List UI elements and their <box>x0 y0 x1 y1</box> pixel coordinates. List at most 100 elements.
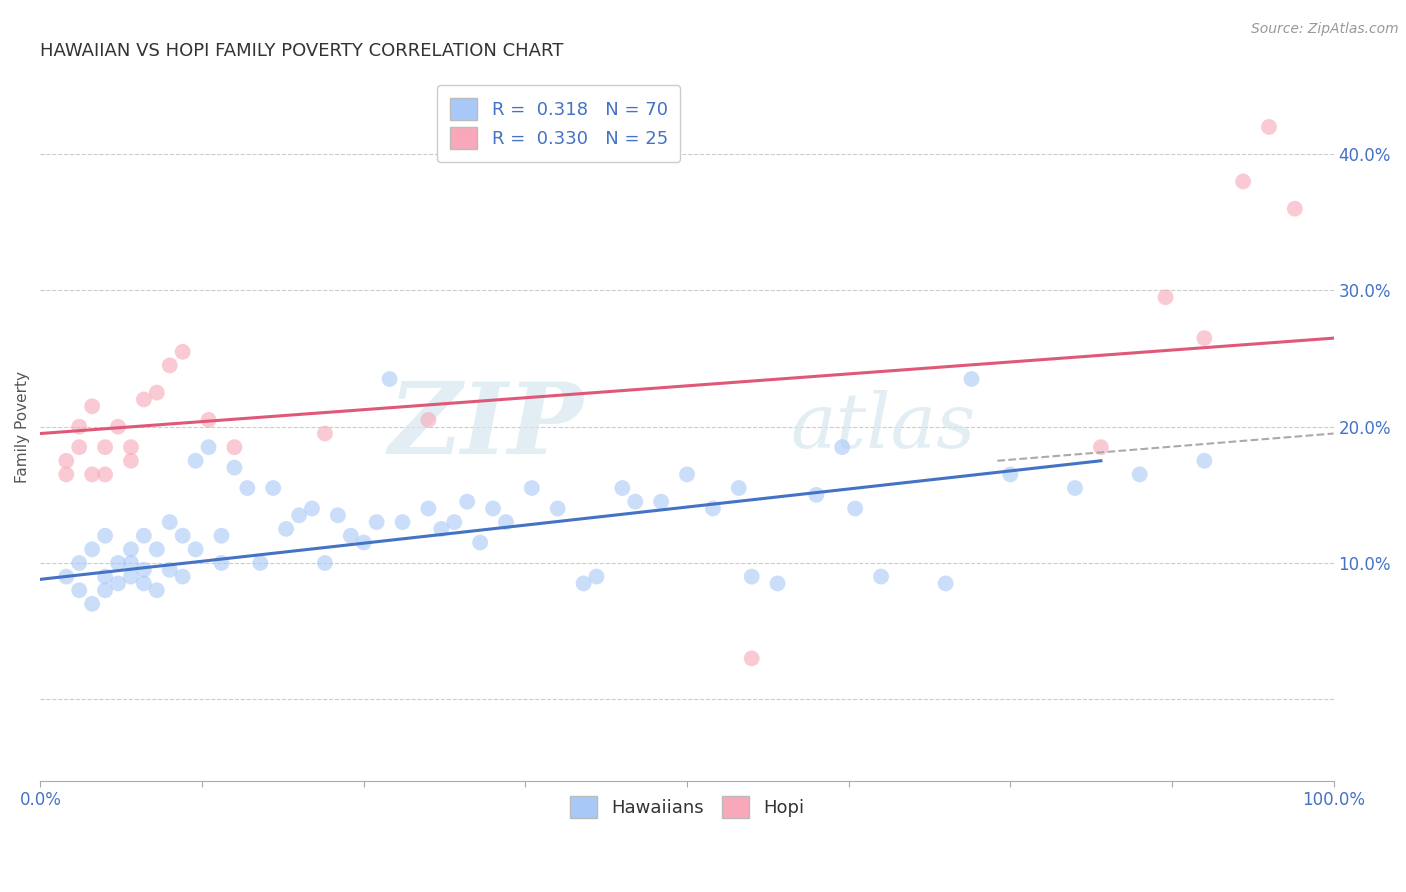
Point <box>391 515 413 529</box>
Point <box>107 576 129 591</box>
Point <box>612 481 634 495</box>
Point <box>146 385 169 400</box>
Point <box>276 522 298 536</box>
Point <box>650 494 672 508</box>
Point <box>132 529 155 543</box>
Point <box>314 426 336 441</box>
Point <box>262 481 284 495</box>
Point <box>94 529 117 543</box>
Point <box>831 440 853 454</box>
Point <box>197 440 219 454</box>
Point <box>326 508 349 523</box>
Point <box>1194 454 1216 468</box>
Point <box>288 508 311 523</box>
Point <box>585 569 607 583</box>
Point <box>184 454 207 468</box>
Point <box>172 344 194 359</box>
Point <box>120 556 142 570</box>
Point <box>430 522 453 536</box>
Point <box>806 488 828 502</box>
Point <box>1232 174 1254 188</box>
Point <box>67 419 90 434</box>
Point <box>236 481 259 495</box>
Legend: Hawaiians, Hopi: Hawaiians, Hopi <box>562 789 811 825</box>
Point <box>1090 440 1112 454</box>
Point <box>520 481 543 495</box>
Text: HAWAIIAN VS HOPI FAMILY POVERTY CORRELATION CHART: HAWAIIAN VS HOPI FAMILY POVERTY CORRELAT… <box>41 42 564 60</box>
Point <box>159 515 181 529</box>
Point <box>120 454 142 468</box>
Text: Source: ZipAtlas.com: Source: ZipAtlas.com <box>1251 22 1399 37</box>
Point <box>960 372 983 386</box>
Point <box>82 597 104 611</box>
Point <box>1064 481 1087 495</box>
Point <box>132 576 155 591</box>
Point <box>224 460 246 475</box>
Point <box>1194 331 1216 345</box>
Point <box>55 569 77 583</box>
Point <box>844 501 866 516</box>
Point <box>82 399 104 413</box>
Point <box>339 529 361 543</box>
Point <box>146 542 169 557</box>
Point <box>94 583 117 598</box>
Point <box>624 494 647 508</box>
Point <box>418 501 440 516</box>
Point <box>482 501 505 516</box>
Point <box>314 556 336 570</box>
Point <box>741 651 763 665</box>
Point <box>456 494 478 508</box>
Point <box>120 542 142 557</box>
Point <box>1258 120 1281 134</box>
Text: ZIP: ZIP <box>388 378 583 475</box>
Point <box>94 569 117 583</box>
Point <box>935 576 957 591</box>
Point <box>184 542 207 557</box>
Point <box>107 556 129 570</box>
Point <box>159 359 181 373</box>
Point <box>67 583 90 598</box>
Point <box>55 454 77 468</box>
Point <box>443 515 465 529</box>
Point <box>146 583 169 598</box>
Point <box>1154 290 1177 304</box>
Point <box>702 501 724 516</box>
Point <box>1129 467 1152 482</box>
Point <box>132 392 155 407</box>
Point <box>468 535 491 549</box>
Point <box>249 556 271 570</box>
Point <box>172 529 194 543</box>
Point <box>378 372 401 386</box>
Point <box>547 501 569 516</box>
Point <box>67 556 90 570</box>
Point <box>55 467 77 482</box>
Point <box>82 542 104 557</box>
Point <box>741 569 763 583</box>
Point <box>418 413 440 427</box>
Point <box>572 576 595 591</box>
Point <box>766 576 789 591</box>
Point <box>727 481 749 495</box>
Point <box>94 440 117 454</box>
Y-axis label: Family Poverty: Family Poverty <box>15 371 30 483</box>
Point <box>132 563 155 577</box>
Point <box>224 440 246 454</box>
Point <box>676 467 699 482</box>
Point <box>120 569 142 583</box>
Point <box>211 529 233 543</box>
Point <box>1284 202 1306 216</box>
Point <box>120 440 142 454</box>
Point <box>353 535 375 549</box>
Point <box>211 556 233 570</box>
Point <box>197 413 219 427</box>
Text: atlas: atlas <box>790 390 976 464</box>
Point <box>301 501 323 516</box>
Point <box>366 515 388 529</box>
Point <box>1000 467 1022 482</box>
Point <box>495 515 517 529</box>
Point <box>870 569 893 583</box>
Point <box>107 419 129 434</box>
Point <box>159 563 181 577</box>
Point <box>82 467 104 482</box>
Point <box>172 569 194 583</box>
